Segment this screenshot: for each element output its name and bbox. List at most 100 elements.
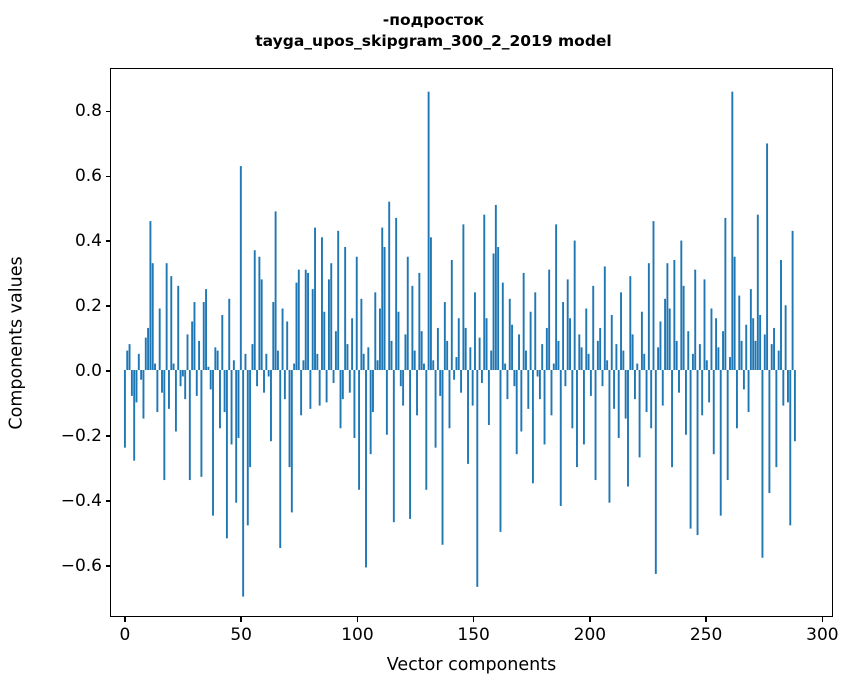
bar <box>237 370 240 438</box>
x-tick-label: 50 <box>230 625 252 645</box>
x-tick-label: 300 <box>806 625 839 645</box>
bar <box>754 340 757 371</box>
bar <box>673 259 676 371</box>
bar <box>314 227 316 371</box>
bar <box>374 292 377 371</box>
bar <box>297 269 300 371</box>
bar <box>432 360 435 371</box>
bar <box>283 370 286 400</box>
plot-axes: 0.8 0.6 0.4 0.2 0.0 −0.2 −0.4 −0.6 0 50 100 150 200… <box>61 68 839 645</box>
bar <box>733 256 736 371</box>
bar <box>411 285 414 371</box>
bar <box>441 370 444 545</box>
bar <box>726 370 729 481</box>
bar <box>288 370 291 468</box>
x-tick-label: 200 <box>573 625 607 645</box>
x-tick-mark <box>124 616 126 622</box>
bar <box>156 370 159 413</box>
bar <box>151 263 154 371</box>
bar <box>640 311 643 371</box>
bar <box>372 370 374 413</box>
bar <box>462 224 465 371</box>
bar <box>745 324 748 371</box>
bar <box>534 292 537 371</box>
bar <box>471 370 474 406</box>
bar <box>620 292 622 371</box>
bar <box>559 370 562 506</box>
bar <box>219 370 221 429</box>
bar <box>332 370 335 383</box>
bar <box>615 344 618 371</box>
bar <box>504 363 507 371</box>
bar <box>594 370 597 481</box>
bar <box>742 370 745 390</box>
bar <box>140 370 143 380</box>
bar <box>460 370 463 393</box>
bar <box>358 370 361 490</box>
bar <box>548 269 551 371</box>
y-tick-label: 0.6 <box>74 166 102 187</box>
bar <box>793 370 796 442</box>
bar <box>522 272 525 371</box>
y-tick-label: 0.8 <box>74 101 102 122</box>
bar <box>696 370 699 536</box>
bar <box>339 370 342 429</box>
bar <box>290 370 293 513</box>
bar <box>205 289 208 371</box>
y-tick-mark <box>105 435 111 437</box>
bar <box>527 370 530 409</box>
bar <box>654 370 657 574</box>
bar <box>483 214 486 371</box>
bar <box>409 370 412 519</box>
bar <box>643 353 646 371</box>
bar <box>214 347 217 371</box>
bar <box>678 370 680 393</box>
bar <box>225 370 228 539</box>
x-tick-label: 150 <box>457 625 490 645</box>
bar <box>198 340 201 371</box>
bar <box>749 289 752 371</box>
y-tick-label: −0.4 <box>60 491 102 512</box>
bar <box>348 370 351 393</box>
bar <box>443 302 446 371</box>
bar <box>627 370 629 487</box>
bar <box>188 370 191 481</box>
bar <box>381 227 384 371</box>
bar <box>439 370 442 396</box>
bar <box>708 370 711 403</box>
bar <box>564 370 567 387</box>
bar <box>791 230 794 371</box>
x-tick-label: 100 <box>341 625 374 645</box>
bar <box>684 370 687 435</box>
y-tick-mark <box>105 370 111 372</box>
bar <box>425 370 428 490</box>
y-tick-label: −0.2 <box>60 426 102 447</box>
bar <box>174 370 177 432</box>
bar <box>487 370 490 426</box>
bar <box>494 204 497 371</box>
bar <box>520 370 523 432</box>
bar <box>390 340 393 371</box>
bar <box>513 370 516 387</box>
bar <box>578 334 581 371</box>
bar <box>585 308 588 371</box>
x-tick-label: 250 <box>689 625 723 645</box>
bar <box>784 305 787 371</box>
bar <box>763 334 766 371</box>
bar <box>172 363 175 371</box>
bar <box>302 360 305 371</box>
x-tick-label: 0 <box>119 625 131 645</box>
bar <box>777 350 780 371</box>
bar <box>184 370 187 400</box>
bar <box>323 311 326 371</box>
bar <box>434 370 437 448</box>
bar <box>418 272 421 371</box>
bar <box>552 363 555 371</box>
bar <box>161 370 163 393</box>
bar <box>573 240 576 371</box>
bar <box>717 347 720 371</box>
bar <box>397 311 400 371</box>
bar <box>427 91 430 371</box>
x-tick-mark <box>356 616 359 622</box>
bar <box>369 370 372 455</box>
